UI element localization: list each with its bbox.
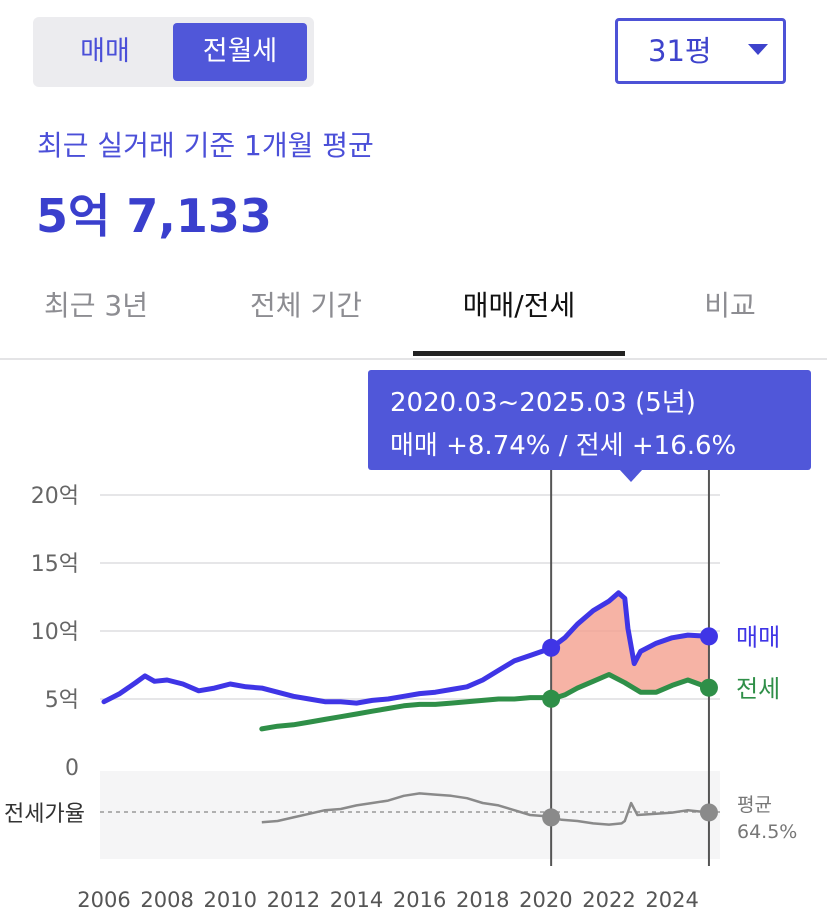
y-tick-label: 15억 — [31, 552, 79, 577]
ratio-marker — [542, 808, 561, 827]
ratio-marker — [699, 803, 718, 822]
jeonse-marker — [699, 678, 718, 697]
active-tab-indicator — [413, 351, 625, 356]
y-tick-label: 5억 — [45, 688, 79, 713]
rent-toggle-button[interactable]: 전월세 — [173, 23, 307, 81]
jeonse-marker — [542, 689, 561, 708]
tooltip-arrow-icon — [619, 469, 643, 482]
ratio-panel-bg — [100, 771, 720, 859]
size-select-value: 31평 — [648, 34, 712, 68]
price-caption: 최근 실거래 기준 1개월 평균 — [37, 129, 374, 162]
tab-compare[interactable]: 비교 — [704, 289, 756, 322]
ratio-label: 전세가율 — [4, 802, 85, 827]
y-tick-label: 20억 — [31, 484, 79, 509]
sale-marker — [542, 638, 561, 657]
tab-all-period[interactable]: 전체 기간 — [250, 289, 362, 322]
x-tick-label: 2010 — [204, 888, 257, 912]
price-chart: 0 5억 10억 15억 20억 2006 2008 2010 2012 2014 2016 2018… — [4, 470, 797, 912]
x-tick-label: 2014 — [330, 888, 383, 912]
x-tick-label: 2022 — [582, 888, 635, 912]
tab-recent-3y[interactable]: 최근 3년 — [44, 289, 148, 322]
trade-type-toggle: 매매 전월세 — [33, 17, 314, 87]
x-tick-label: 2008 — [140, 888, 193, 912]
period-tabs: 최근 3년 전체 기간 매매/전세 비교 — [0, 270, 827, 360]
x-tick-label: 2006 — [77, 888, 130, 912]
ratio-average-label: 평균 — [737, 794, 772, 816]
sale-toggle-button[interactable]: 매매 — [80, 36, 130, 67]
average-price: 5억 7,133 — [36, 189, 272, 243]
jeonse-series-line — [259, 672, 713, 732]
x-tick-label: 2016 — [393, 888, 446, 912]
tab-sale-jeonse[interactable]: 매매/전세 — [462, 289, 576, 322]
y-tick-label: 10억 — [31, 620, 79, 645]
tooltip-change: 매매 +8.74% / 전세 +16.6% — [390, 431, 737, 461]
period-tooltip: 2020.03~2025.03 (5년) 매매 +8.74% / 전세 +16.… — [368, 370, 811, 470]
x-tick-label: 2012 — [267, 888, 320, 912]
jeonse-end-label: 전세 — [736, 675, 780, 703]
ratio-series-line — [261, 792, 711, 826]
tooltip-period: 2020.03~2025.03 (5년) — [390, 388, 696, 418]
size-select[interactable]: 31평 — [615, 18, 786, 84]
ratio-average-value: 64.5% — [737, 821, 797, 843]
x-tick-label: 2020 — [519, 888, 572, 912]
x-tick-label: 2024 — [645, 888, 698, 912]
x-tick-label: 2018 — [456, 888, 509, 912]
sale-end-label: 매매 — [736, 623, 780, 651]
y-tick-label: 0 — [65, 756, 79, 781]
sale-marker — [699, 627, 718, 646]
sale-series-line — [101, 590, 713, 706]
caret-down-icon — [748, 44, 768, 55]
